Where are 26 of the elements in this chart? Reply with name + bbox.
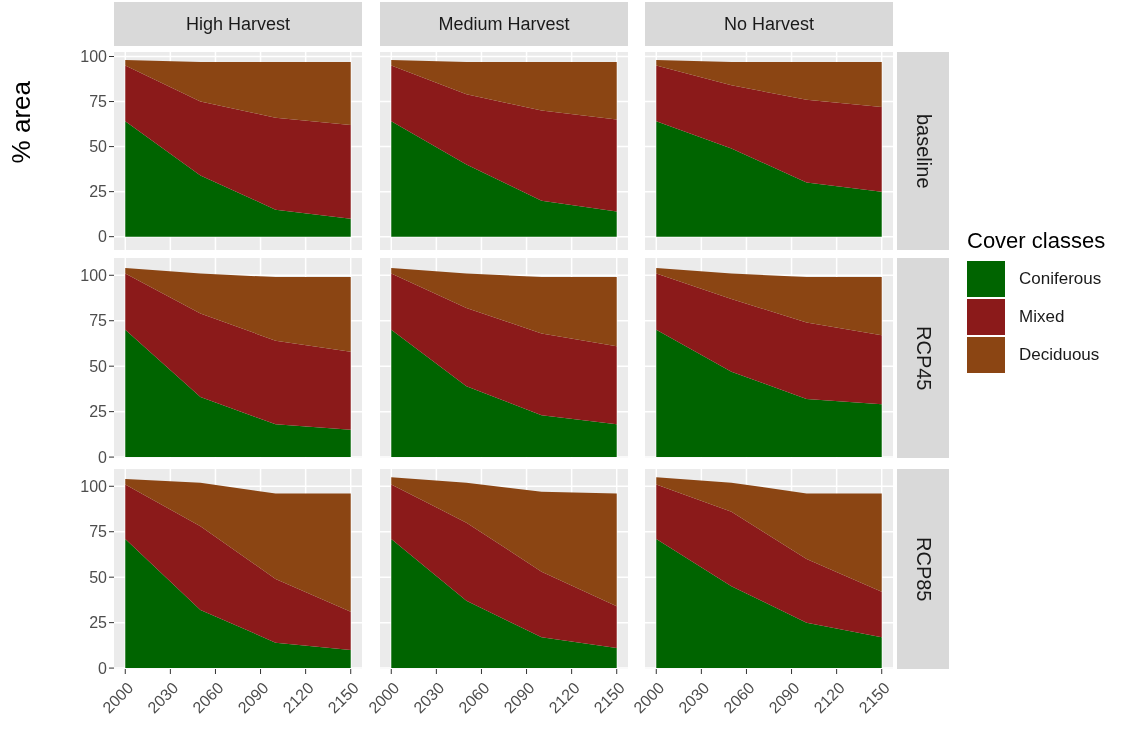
y-tick-label: 75 — [89, 93, 108, 111]
y-tick-label: 0 — [98, 659, 108, 677]
chart-title: Medium Harvest — [380, 2, 628, 46]
chart-title: No Harvest — [645, 2, 893, 46]
y-tick-label: 50 — [89, 357, 108, 375]
y-tick-label: 50 — [89, 568, 108, 586]
y-axis-title: % area — [5, 80, 37, 164]
y-tick-label: 100 — [80, 266, 108, 284]
y-tick-label: 50 — [89, 138, 108, 156]
y2-axis-title: RCP45 — [911, 325, 935, 391]
y2-axis-title: baseline — [911, 113, 935, 189]
y-tick-label: 25 — [89, 614, 108, 632]
legend-label: Mixed — [1019, 307, 1065, 327]
y-tick-label: 100 — [80, 477, 108, 495]
y-tick-label: 100 — [80, 48, 108, 66]
legend-label: Deciduous — [1019, 345, 1100, 365]
y-tick-label: 75 — [89, 523, 108, 541]
y-tick-label: 75 — [89, 312, 108, 330]
y2-axis-title: RCP85 — [911, 536, 935, 602]
y-tick-label: 0 — [98, 228, 108, 246]
legend-label: Coniferous — [1019, 269, 1102, 289]
legend-title: Cover classes — [967, 228, 1106, 254]
chart-title: High Harvest — [114, 2, 362, 46]
y-tick-label: 25 — [89, 403, 108, 421]
y-tick-label: 0 — [98, 448, 108, 466]
y-tick-label: 25 — [89, 183, 108, 201]
